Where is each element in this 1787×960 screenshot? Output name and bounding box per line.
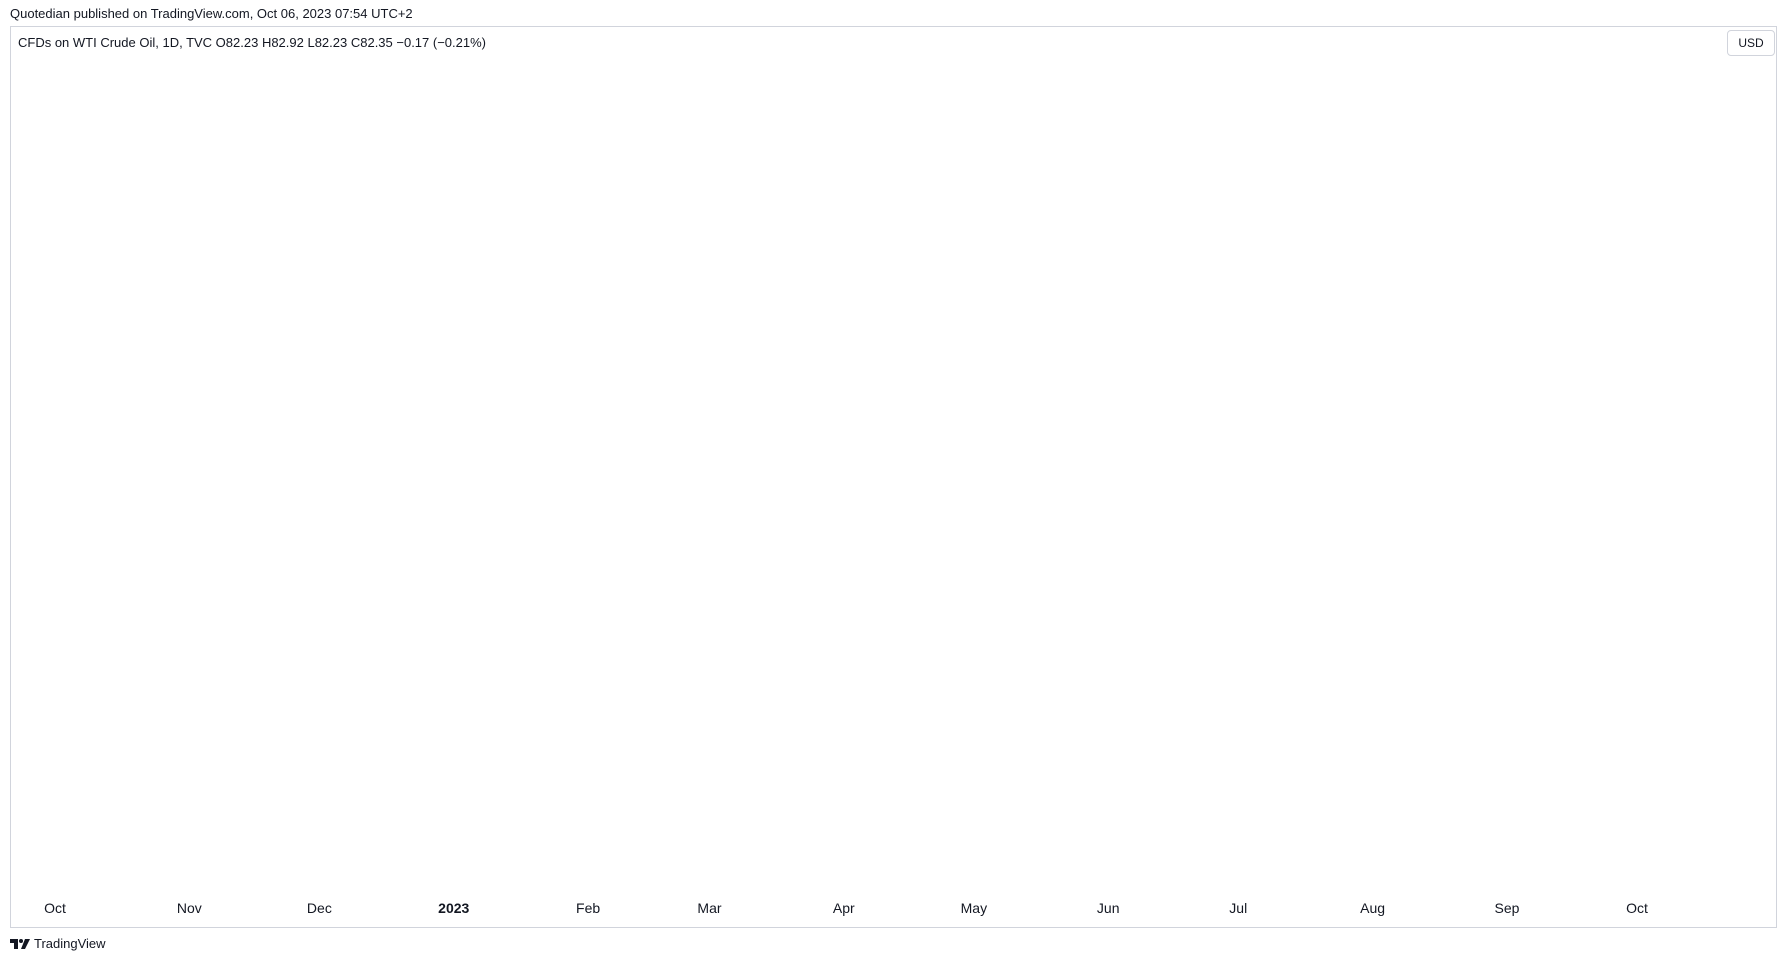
brand-label: TradingView [34,936,106,951]
time-tick-label: Mar [697,900,721,916]
tradingview-brand[interactable]: TradingView [10,936,106,951]
time-tick-label: Feb [576,900,600,916]
time-axis[interactable]: Oct Nov Dec 2023 Feb Mar Apr May Jun Jul Aug Sep Oct [44,900,1648,916]
tradingview-logo-icon [10,938,30,949]
time-tick-label: Oct [1626,900,1648,916]
time-tick-label: Apr [833,900,855,916]
currency-button[interactable]: USD [1727,30,1775,56]
time-tick-label: Dec [307,900,332,916]
time-tick-label: May [961,900,987,916]
time-tick-label: Aug [1360,900,1385,916]
time-tick-label: Nov [177,900,202,916]
symbol-legend[interactable]: CFDs on WTI Crude Oil, 1D, TVC O82.23 H8… [18,35,486,50]
time-tick-label: 2023 [438,900,469,916]
time-tick-label: Jun [1097,900,1120,916]
published-info: Quotedian published on TradingView.com, … [10,6,413,21]
chart-frame [10,26,1777,928]
time-tick-label: Jul [1229,900,1247,916]
time-tick-label: Sep [1495,900,1520,916]
time-tick-label: Oct [44,900,66,916]
